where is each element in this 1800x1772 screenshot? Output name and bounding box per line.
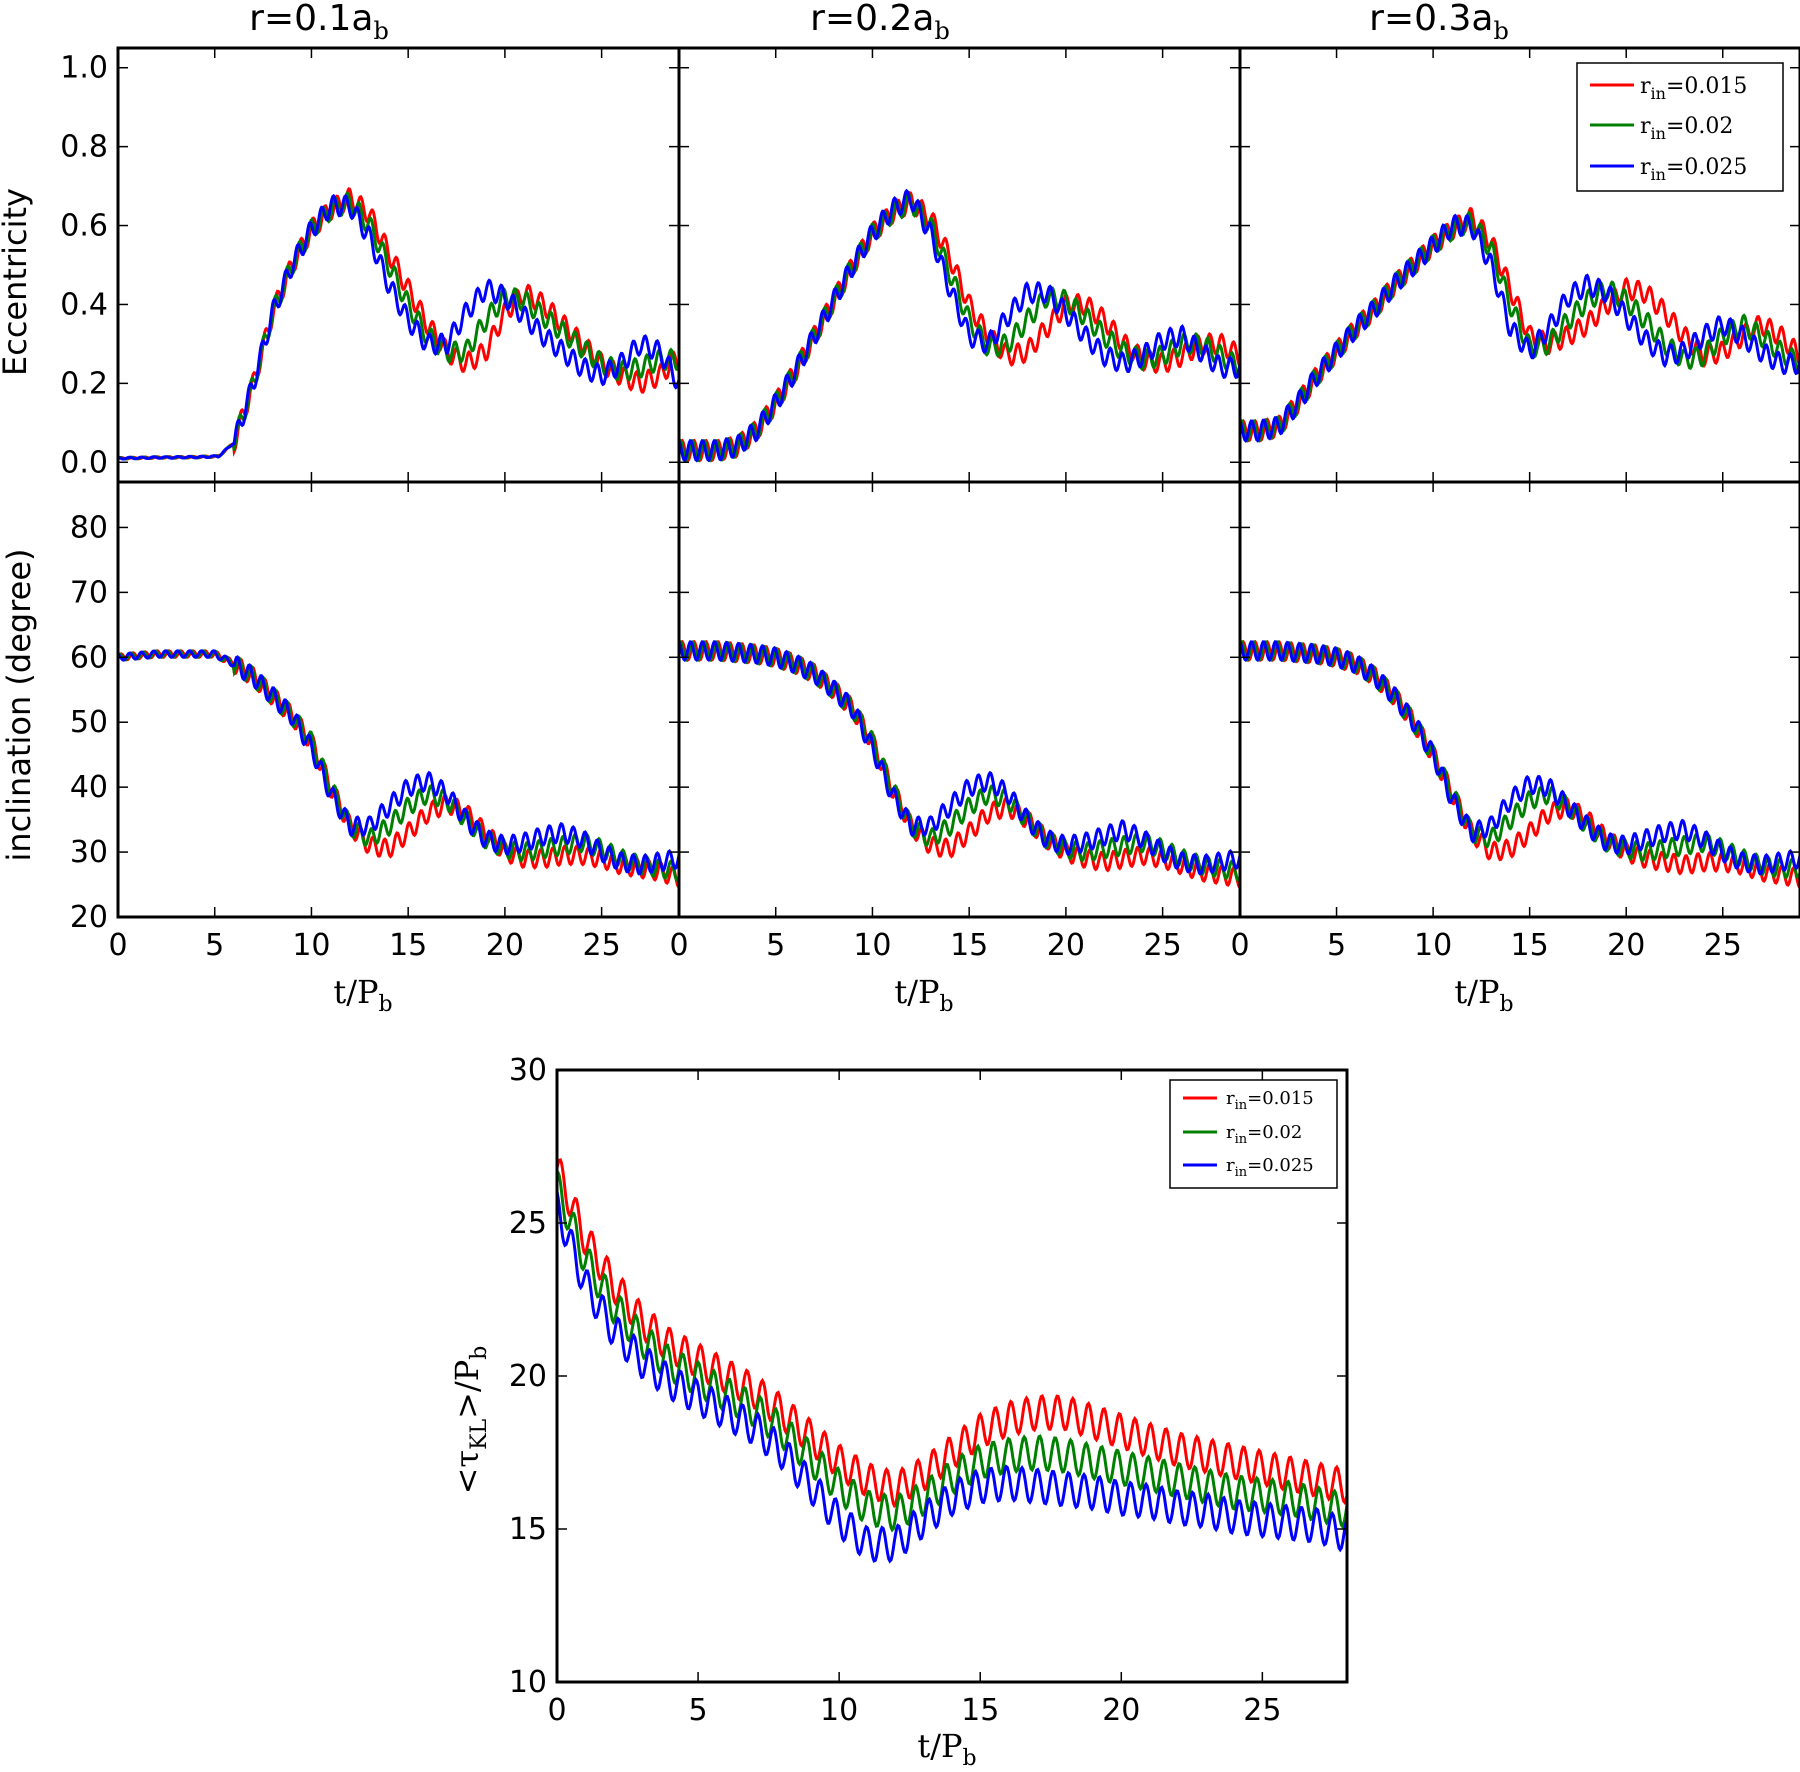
title-col-2: r=0.2ab [810, 0, 950, 45]
x-tick-label: 0 [1230, 928, 1249, 963]
x-tick-label: 0 [547, 1693, 566, 1728]
x-label-col-3: t/Pb [1454, 973, 1513, 1017]
x-tick-label: 20 [1102, 1693, 1140, 1728]
x-tick-label: 20 [486, 928, 524, 963]
y-tick-label: 0.8 [60, 130, 108, 165]
kl-x-label: t/Pb [917, 1727, 976, 1771]
x-tick-label: 15 [961, 1693, 999, 1728]
x-tick-label: 15 [389, 928, 427, 963]
x-tick-label: 5 [766, 928, 785, 963]
series-line-r025 [679, 188, 1240, 463]
y-tick-label: 15 [509, 1512, 547, 1547]
kl-y-label: <τKL>/Pb [448, 1346, 492, 1495]
legend-bottom-label-r015: rin=0.015 [1226, 1088, 1314, 1113]
y-tick-label: 50 [70, 705, 108, 740]
panel-3 [1238, 46, 1800, 484]
x-label-col-1: t/Pb [333, 973, 392, 1017]
x-tick-label: 25 [1243, 1693, 1281, 1728]
y-tick-label: 20 [70, 900, 108, 935]
x-tick-label: 5 [689, 1693, 708, 1728]
x-tick-label: 20 [1047, 928, 1085, 963]
x-tick-label: 0 [669, 928, 688, 963]
series-line-r015 [679, 639, 1240, 889]
plot-layer: 0.00.20.40.60.81.00 5 10 15 20 25203040506070… [60, 46, 1800, 1728]
inclination-y-label: inclination (degree) [0, 548, 38, 861]
series-line-r025 [118, 193, 679, 461]
series-line-r025 [557, 1191, 1347, 1564]
title-col-3: r=0.3ab [1369, 0, 1509, 45]
x-tick-label: 15 [950, 928, 988, 963]
legend-bottom-label-r02: rin=0.02 [1226, 1122, 1302, 1147]
series-line-r015 [557, 1158, 1347, 1509]
eccentricity-y-label: Eccentricity [0, 188, 34, 376]
y-tick-label: 30 [509, 1053, 547, 1088]
panel-6: 0 5 10 15 20 25 [1230, 480, 1800, 963]
x-tick-label: 25 [583, 928, 621, 963]
series-line-r015 [1240, 639, 1800, 889]
x-tick-label: 10 [292, 928, 330, 963]
x-tick-label: 10 [1414, 928, 1452, 963]
series-line-r025 [679, 639, 1240, 876]
panel-4: 0 5 10 15 20 25 20 30 40 50 60 70 80 [70, 480, 681, 963]
y-tick-label: 0.2 [60, 366, 108, 401]
legend-bottom-label-r025: rin=0.025 [1226, 1155, 1314, 1180]
x-label-col-2: t/Pb [894, 973, 953, 1017]
series-line-r02 [679, 640, 1240, 882]
series-line-r02 [1240, 640, 1800, 879]
y-tick-label: 0.0 [60, 445, 108, 480]
panel-frame [1238, 480, 1800, 919]
legend-top-label-r02: rin=0.02 [1640, 114, 1733, 143]
panel-7: 0 5 10 15 20 25 10 15 20 25 30 [509, 1053, 1349, 1728]
x-tick-label: 25 [1144, 928, 1182, 963]
y-tick-label: 0.6 [60, 209, 108, 244]
series-line-r02 [557, 1171, 1347, 1533]
legend-top-label-r025: rin=0.025 [1640, 155, 1747, 184]
y-tick-label: 0.4 [60, 287, 108, 322]
series-line-r025 [118, 649, 679, 876]
x-tick-label: 25 [1704, 928, 1742, 963]
y-tick-label: 10 [509, 1665, 547, 1700]
y-tick-label: 60 [70, 640, 108, 675]
x-tick-label: 20 [1607, 928, 1645, 963]
y-tick-label: 70 [70, 575, 108, 610]
title-col-1: r=0.1ab [249, 0, 389, 45]
y-tick-label: 25 [509, 1206, 547, 1241]
legend-bottom: rin=0.015 rin=0.02 rin=0.025 [1169, 1079, 1338, 1189]
y-tick-label: 40 [70, 770, 108, 805]
legend-top: rin=0.015 rin=0.02 rin=0.025 [1576, 62, 1784, 192]
x-tick-label: 0 [108, 928, 127, 963]
x-tick-label: 10 [853, 928, 891, 963]
x-tick-label: 5 [205, 928, 224, 963]
legend-top-label-r015: rin=0.015 [1640, 74, 1747, 103]
y-tick-label: 20 [509, 1359, 547, 1394]
x-tick-label: 5 [1327, 928, 1346, 963]
y-tick-label: 30 [70, 835, 108, 870]
y-tick-label: 1.0 [60, 51, 108, 86]
x-tick-label: 10 [820, 1693, 858, 1728]
series-line-r025 [1240, 639, 1800, 876]
y-tick-label: 80 [70, 510, 108, 545]
x-tick-label: 15 [1511, 928, 1549, 963]
series-line-r025 [1240, 213, 1800, 443]
